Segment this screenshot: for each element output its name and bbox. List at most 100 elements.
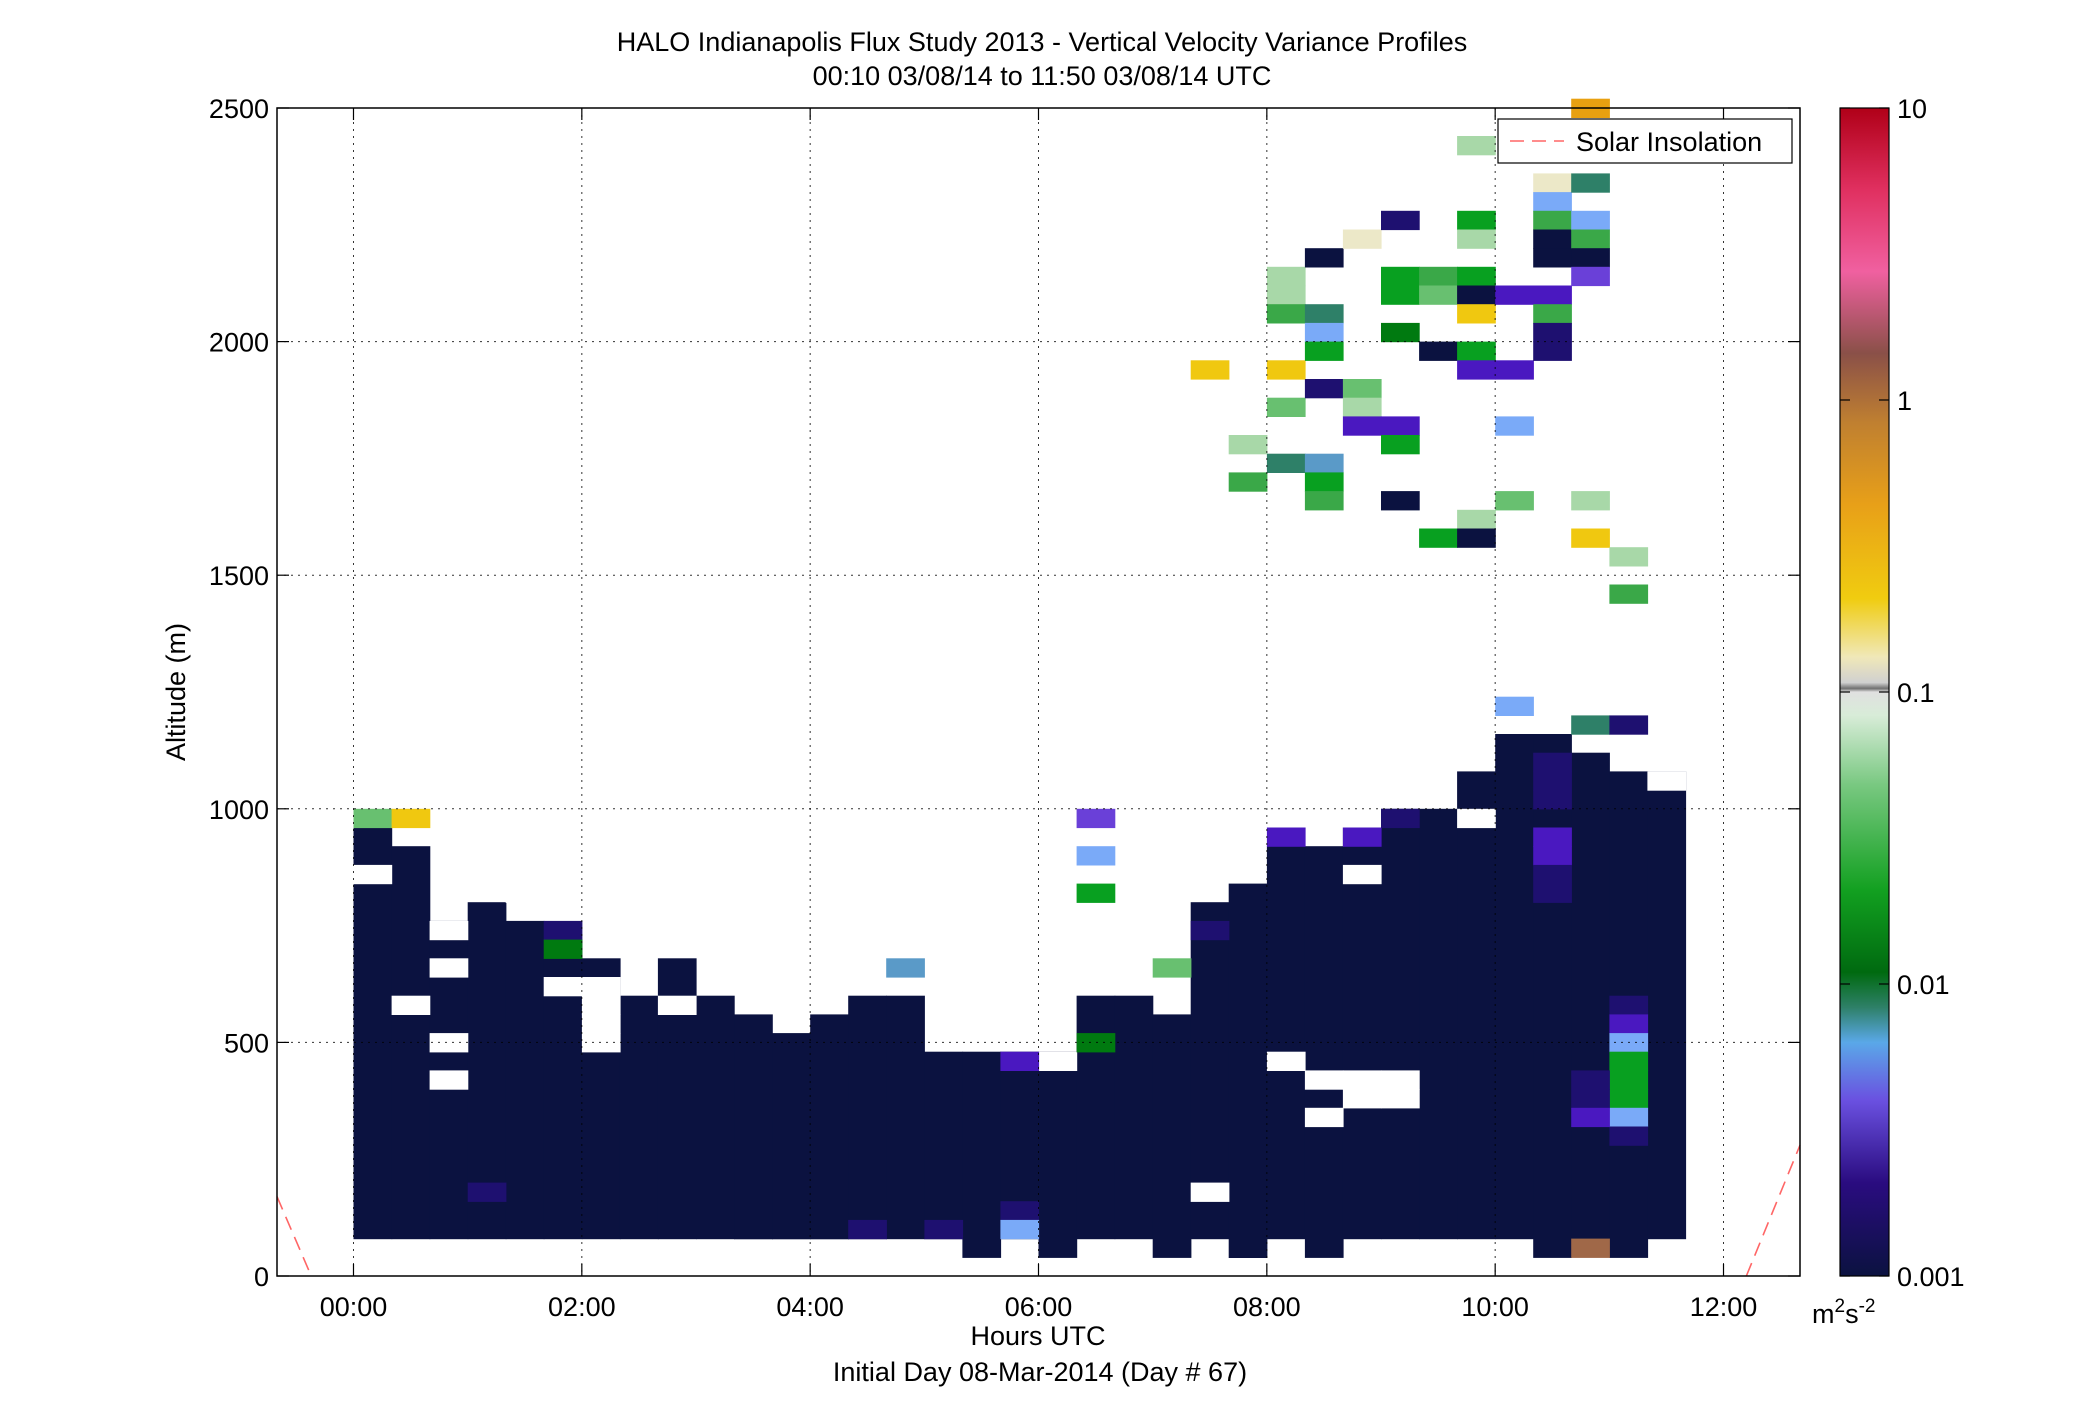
heatmap-cell	[1609, 1014, 1649, 1034]
heatmap-cell	[1342, 416, 1382, 436]
heatmap-column	[734, 1014, 773, 1240]
heatmap-column	[1571, 752, 1610, 1240]
heatmap-cell	[1457, 285, 1496, 305]
heatmap-cell	[1342, 827, 1382, 847]
heatmap-gap-cell	[1304, 1070, 1344, 1090]
heatmap-cell	[1533, 883, 1572, 903]
heatmap-cell	[1342, 397, 1382, 417]
heatmap-cell	[1571, 715, 1610, 735]
heatmap-cell	[1304, 341, 1344, 361]
heatmap-cell	[1571, 1238, 1610, 1258]
heatmap-column	[962, 1051, 1002, 1258]
heatmap-cell	[1457, 266, 1496, 287]
colorbar-tick-label: 1	[1897, 386, 1912, 416]
heatmap-cell	[1266, 304, 1306, 324]
heatmap-cell	[924, 1219, 964, 1240]
x-axis-ticks: 00:00 02:00 04:00 06:00 08:00 10:00 12:00	[320, 108, 1757, 1322]
heatmap-gap-cell	[1038, 1051, 1078, 1071]
heatmap-column	[696, 995, 735, 1240]
heatmap-cell	[1190, 920, 1230, 941]
heatmap-cell	[1419, 528, 1458, 548]
heatmap-gap-cell	[391, 995, 431, 1015]
heatmap-gap-cell	[1647, 771, 1687, 791]
legend-box	[1497, 118, 1793, 164]
heatmap-cell	[1495, 491, 1534, 511]
heatmap-gap-cell	[1190, 1182, 1230, 1202]
solar-insolation-line	[276, 1196, 312, 1277]
solar-insolation-lines	[276, 1144, 1801, 1277]
heatmap-cell	[1571, 266, 1610, 287]
y-tick-label: 2000	[209, 328, 269, 358]
heatmap-cell	[1076, 846, 1116, 866]
heatmap-cell	[1533, 192, 1572, 212]
heatmap-cell	[1609, 547, 1649, 567]
heatmap-gap-cell	[543, 977, 583, 997]
heatmap-cell	[1381, 435, 1420, 455]
heatmap-cell	[1381, 266, 1420, 287]
heatmap-cell	[1266, 360, 1306, 380]
heatmap-cell	[1609, 1126, 1649, 1146]
heatmap-cell	[1571, 229, 1610, 249]
heatmap-cell	[1609, 715, 1649, 735]
heatmap-gap-cell	[581, 995, 621, 1015]
heatmap-cell	[543, 939, 583, 959]
heatmap-cell	[1381, 285, 1420, 305]
heatmap-cells	[353, 98, 1687, 1258]
heatmap-gap-cell	[1266, 1051, 1306, 1071]
heatmap-cell	[1342, 229, 1382, 249]
heatmap-cell	[1304, 304, 1344, 324]
heatmap-cell	[1533, 229, 1572, 249]
heatmap-cell	[1342, 379, 1382, 399]
heatmap-column	[848, 995, 887, 1240]
heatmap-cell	[1457, 304, 1496, 324]
heatmap-cell	[1571, 491, 1610, 511]
heatmap-gap-cell	[1381, 1089, 1420, 1109]
y-axis-label: Altitude (m)	[161, 623, 191, 761]
y-tick-label: 500	[224, 1028, 269, 1058]
heatmap-column	[1152, 1014, 1192, 1258]
heatmap-cell	[1609, 1070, 1649, 1090]
heatmap-gap-cell	[1457, 808, 1496, 829]
heatmap-cell	[1381, 322, 1420, 343]
heatmap-cell	[1533, 248, 1572, 268]
heatmap-cell	[391, 808, 431, 829]
heatmap-cell	[1609, 1107, 1649, 1128]
heatmap-gap-cell	[505, 883, 545, 903]
colorbar: 0.001 0.01 0.1 1 10 m2s-2	[1812, 94, 1965, 1329]
heatmap-cell	[1533, 827, 1572, 847]
heatmap-cell	[1609, 1051, 1649, 1071]
heatmap-cell	[1571, 1070, 1610, 1090]
y-axis-ticks: 0 500 1000 1500 2000 2500	[209, 94, 1800, 1292]
heatmap-column	[886, 995, 925, 1240]
heatmap-cell	[1381, 808, 1420, 829]
heatmap-cell	[1419, 341, 1458, 361]
heatmap-cell	[1000, 1051, 1040, 1071]
heatmap-cell	[467, 1182, 507, 1202]
heatmap-cell	[1266, 453, 1306, 473]
colorbar-unit: m2s-2	[1812, 1296, 1875, 1329]
heatmap-column	[1457, 771, 1496, 1240]
heatmap-gap-cell	[581, 1014, 621, 1034]
heatmap-cell	[1533, 752, 1572, 772]
heatmap-column	[1038, 1051, 1078, 1258]
solar-insolation-line	[1745, 1144, 1801, 1277]
colorbar-tick-label: 0.001	[1897, 1262, 1965, 1292]
heatmap-gap-cell	[429, 920, 469, 941]
heatmap-column	[1647, 771, 1687, 1240]
heatmap-cell	[1152, 958, 1192, 978]
heatmap-cell	[1495, 696, 1534, 716]
heatmap-cell	[1533, 210, 1572, 231]
y-tick-label: 0	[254, 1262, 269, 1292]
x-axis-label: Hours UTC	[970, 1321, 1105, 1351]
heatmap-cell	[1533, 285, 1572, 305]
heatmap-cell	[1533, 341, 1572, 361]
heatmap-cell	[886, 958, 925, 978]
heatmap-column	[1228, 883, 1268, 1258]
heatmap-cell	[1571, 1089, 1610, 1109]
y-tick-label: 1000	[209, 795, 269, 825]
heatmap-cell	[1533, 846, 1572, 866]
heatmap-column	[1342, 827, 1382, 1240]
heatmap-gap-cell	[657, 995, 697, 1015]
heatmap-cell	[848, 1219, 887, 1240]
